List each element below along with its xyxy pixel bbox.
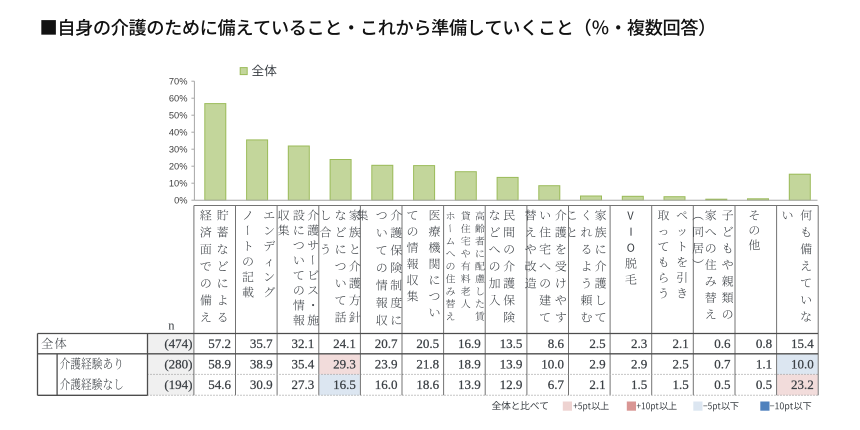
- svg-text:1.1: 1.1: [756, 357, 772, 372]
- svg-text:(474): (474): [164, 336, 192, 351]
- svg-text:0%: 0%: [174, 195, 187, 205]
- svg-text:(280): (280): [164, 357, 192, 372]
- svg-text:21.8: 21.8: [416, 357, 439, 372]
- svg-text:24.1: 24.1: [333, 336, 356, 351]
- svg-text:29.3: 29.3: [333, 357, 356, 372]
- svg-text:54.6: 54.6: [208, 377, 231, 392]
- svg-text:13.9: 13.9: [500, 357, 523, 372]
- svg-text:2.5: 2.5: [589, 336, 605, 351]
- svg-text:35.7: 35.7: [250, 336, 273, 351]
- svg-text:32.1: 32.1: [292, 336, 315, 351]
- svg-text:40%: 40%: [169, 127, 188, 137]
- svg-text:57.2: 57.2: [208, 336, 231, 351]
- svg-text:10%: 10%: [169, 178, 188, 188]
- svg-text:35.4: 35.4: [292, 357, 315, 372]
- svg-text:27.3: 27.3: [292, 377, 315, 392]
- svg-text:1.5: 1.5: [673, 377, 689, 392]
- svg-text:0.6: 0.6: [714, 336, 731, 351]
- svg-text:0.8: 0.8: [756, 336, 772, 351]
- svg-text:8.6: 8.6: [548, 336, 565, 351]
- svg-text:58.9: 58.9: [208, 357, 231, 372]
- svg-text:20%: 20%: [169, 161, 188, 171]
- svg-text:2.1: 2.1: [673, 336, 689, 351]
- svg-text:23.9: 23.9: [375, 357, 398, 372]
- svg-text:2.3: 2.3: [631, 336, 647, 351]
- svg-text:10.0: 10.0: [791, 357, 814, 372]
- svg-text:16.5: 16.5: [333, 377, 356, 392]
- svg-text:12.9: 12.9: [500, 377, 523, 392]
- svg-text:70%: 70%: [169, 76, 188, 86]
- svg-text:2.1: 2.1: [589, 377, 605, 392]
- svg-text:0.5: 0.5: [714, 377, 730, 392]
- svg-text:18.6: 18.6: [416, 377, 439, 392]
- svg-text:1.5: 1.5: [631, 377, 647, 392]
- svg-text:(194): (194): [164, 377, 192, 392]
- svg-text:0.5: 0.5: [756, 377, 772, 392]
- svg-text:10.0: 10.0: [541, 357, 564, 372]
- svg-text:0.7: 0.7: [714, 357, 731, 372]
- svg-text:6.7: 6.7: [548, 377, 565, 392]
- svg-text:15.4: 15.4: [791, 336, 814, 351]
- svg-text:23.2: 23.2: [791, 377, 814, 392]
- svg-text:60%: 60%: [169, 93, 188, 103]
- svg-text:16.9: 16.9: [458, 336, 481, 351]
- svg-text:18.9: 18.9: [458, 357, 481, 372]
- svg-text:13.9: 13.9: [458, 377, 481, 392]
- svg-text:50%: 50%: [169, 110, 188, 120]
- svg-text:2.9: 2.9: [631, 357, 647, 372]
- svg-text:20.7: 20.7: [375, 336, 398, 351]
- svg-text:2.9: 2.9: [589, 357, 605, 372]
- svg-text:16.0: 16.0: [375, 377, 398, 392]
- svg-text:38.9: 38.9: [250, 357, 273, 372]
- svg-text:20.5: 20.5: [416, 336, 439, 351]
- svg-text:13.5: 13.5: [500, 336, 523, 351]
- svg-text:30.9: 30.9: [250, 377, 273, 392]
- svg-text:30%: 30%: [169, 144, 188, 154]
- svg-text:2.5: 2.5: [673, 357, 689, 372]
- svg-text:n: n: [168, 318, 175, 332]
